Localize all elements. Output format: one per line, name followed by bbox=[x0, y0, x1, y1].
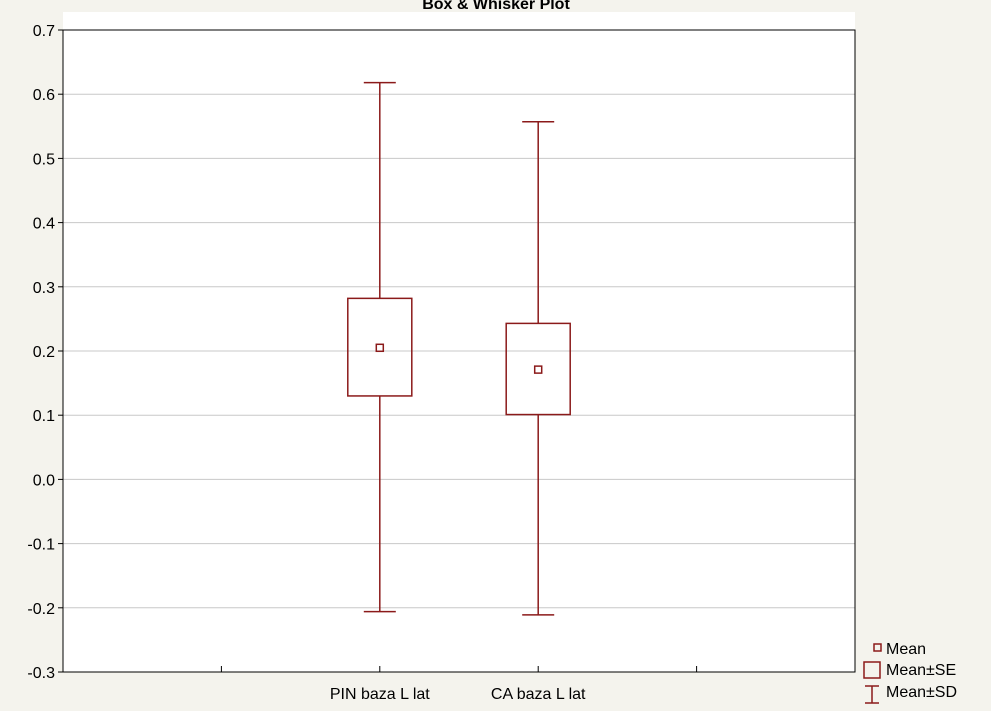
mean-marker bbox=[533, 365, 543, 374]
se-box bbox=[347, 297, 413, 397]
y-tick-label: -0.3 bbox=[27, 665, 55, 682]
x-tick-label: CA baza L lat bbox=[491, 686, 586, 703]
se-box bbox=[505, 322, 571, 416]
y-tick-label: 0.2 bbox=[33, 344, 55, 361]
legend-label: Mean±SD bbox=[886, 684, 957, 701]
legend-mean-symbol bbox=[873, 643, 882, 652]
legend-label: Mean bbox=[886, 641, 926, 658]
legend: Mean Mean±SE Mean±SD bbox=[863, 641, 957, 704]
legend-label: Mean±SE bbox=[886, 662, 956, 679]
y-tick-label: 0.3 bbox=[33, 280, 55, 297]
plot-area bbox=[63, 12, 855, 672]
mean-marker bbox=[375, 343, 385, 353]
y-tick-label: -0.2 bbox=[27, 601, 55, 618]
box-series bbox=[347, 81, 571, 616]
x-axis-ticks: PIN baza L lat CA baza L lat bbox=[220, 666, 698, 703]
x-tick-label: PIN baza L lat bbox=[330, 686, 430, 703]
y-axis-ticks: 0.7 0.6 0.5 0.4 0.3 0.2 0.1 0.0 -0.1 -0.2 -0.3 bbox=[27, 23, 63, 682]
y-tick-label: 0.1 bbox=[33, 408, 55, 425]
y-tick-label: 0.7 bbox=[33, 23, 55, 40]
y-tick-label: 0.6 bbox=[33, 87, 55, 104]
y-tick-label: -0.1 bbox=[27, 537, 55, 554]
gridlines bbox=[63, 93, 855, 609]
legend-se-symbol bbox=[863, 661, 881, 679]
chart-title: Box & Whisker Plot bbox=[422, 0, 570, 13]
y-tick-label: 0.4 bbox=[33, 216, 55, 233]
plot-frame bbox=[62, 29, 856, 673]
y-tick-label: 0.0 bbox=[33, 472, 55, 489]
y-tick-label: 0.5 bbox=[33, 151, 55, 168]
